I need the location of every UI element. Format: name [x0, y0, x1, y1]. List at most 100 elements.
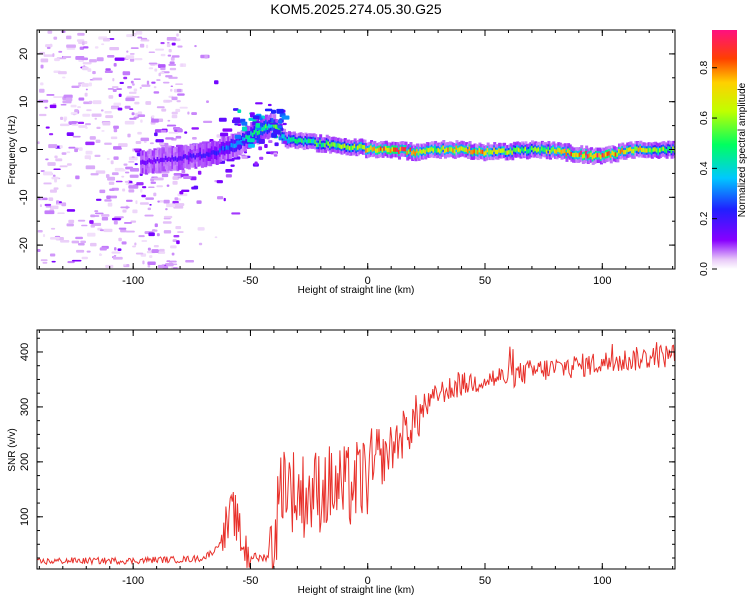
noise-speckle	[112, 88, 117, 92]
noise-speckle	[128, 189, 135, 193]
ridge-core	[371, 147, 375, 152]
ridge-core	[309, 138, 313, 144]
noise-speckle	[156, 185, 163, 188]
noise-speckle	[54, 178, 58, 183]
ridge-core	[169, 157, 173, 162]
noise-speckle	[113, 146, 122, 150]
ridge-core	[253, 130, 257, 135]
ridge-core	[529, 147, 533, 152]
ridge-core	[312, 138, 316, 144]
noise-speckle	[233, 117, 241, 120]
ridge-core	[393, 147, 397, 152]
noise-speckle	[113, 102, 122, 106]
snr-x-label: Height of straight line (km)	[298, 585, 415, 596]
noise-speckle	[148, 232, 155, 237]
ridge-core	[560, 149, 564, 155]
noise-speckle	[128, 91, 137, 94]
noise-speckle	[214, 80, 219, 85]
noise-speckle	[144, 214, 154, 217]
y-tick-label: 0	[18, 146, 30, 152]
ridge-core	[542, 147, 546, 152]
blob-cell	[248, 143, 255, 148]
blob-cell	[237, 109, 242, 113]
ridge-core	[626, 148, 630, 153]
ridge-core	[624, 149, 628, 155]
noise-speckle	[111, 86, 119, 89]
noise-speckle	[166, 260, 171, 263]
ridge-core	[176, 157, 180, 162]
noise-speckle	[132, 245, 136, 248]
ridge-core	[209, 152, 213, 157]
ridge-core	[460, 146, 464, 151]
noise-speckle	[111, 217, 121, 221]
blob-cell	[271, 109, 277, 114]
noise-speckle	[131, 156, 135, 159]
ridge-core	[404, 147, 408, 152]
ridge-core	[457, 147, 461, 153]
ridge-core	[225, 145, 229, 150]
ridge-core	[324, 143, 328, 148]
ridge-core	[248, 135, 252, 140]
noise-speckle	[183, 175, 192, 180]
noise-speckle	[129, 167, 140, 172]
ridge-core	[258, 130, 262, 135]
ridge-core	[314, 139, 318, 144]
noise-speckle	[82, 66, 89, 71]
ridge-core	[537, 147, 541, 152]
noise-speckle	[175, 135, 182, 139]
noise-speckle	[153, 91, 160, 94]
ridge-core	[273, 123, 277, 128]
noise-speckle	[46, 46, 51, 49]
noise-speckle	[108, 181, 115, 185]
noise-speckle	[171, 114, 178, 119]
ridge-core	[378, 147, 382, 152]
noise-speckle	[66, 209, 76, 212]
ridge-core	[143, 160, 147, 165]
ridge-core	[642, 147, 646, 153]
snr-y-tick-label: 100	[19, 508, 31, 526]
ridge-core	[289, 137, 293, 142]
noise-speckle	[113, 156, 119, 160]
noise-speckle	[166, 43, 171, 48]
noise-speckle	[157, 264, 165, 269]
blob-cell	[237, 123, 242, 126]
noise-speckle	[82, 62, 92, 65]
noise-speckle	[231, 212, 241, 215]
noise-speckle	[175, 225, 182, 230]
ridge-core	[598, 153, 602, 158]
noise-speckle	[45, 205, 52, 208]
ridge-core	[521, 146, 525, 152]
ridge-core	[327, 141, 331, 146]
noise-speckle	[166, 124, 177, 127]
noise-speckle	[194, 45, 197, 48]
ridge-core	[194, 155, 198, 160]
noise-speckle	[110, 160, 114, 165]
ridge-core	[608, 151, 612, 156]
blob-cell	[277, 125, 282, 129]
ridge-core	[567, 148, 571, 153]
noise-speckle	[157, 251, 166, 254]
ridge-core	[223, 146, 227, 152]
ridge-core	[376, 148, 380, 153]
ridge-core	[535, 148, 539, 153]
noise-speckle	[85, 150, 93, 155]
ridge-core	[394, 147, 398, 152]
ridge-core	[391, 147, 395, 152]
ridge-core	[365, 148, 369, 153]
ridge-core	[448, 146, 452, 152]
noise-speckle	[216, 134, 221, 138]
noise-speckle	[135, 200, 138, 205]
noise-speckle	[163, 217, 171, 220]
noise-speckle	[76, 249, 85, 253]
ridge-core	[217, 150, 221, 155]
ridge-core	[264, 123, 268, 129]
noise-speckle	[43, 171, 53, 176]
blob-cell	[258, 138, 265, 144]
ridge-core	[640, 147, 644, 153]
noise-speckle	[53, 36, 58, 40]
ridge-core	[453, 149, 457, 154]
ridge-core	[186, 155, 190, 160]
noise-speckle	[113, 255, 117, 257]
ridge-core	[514, 147, 518, 153]
noise-speckle	[206, 100, 209, 104]
